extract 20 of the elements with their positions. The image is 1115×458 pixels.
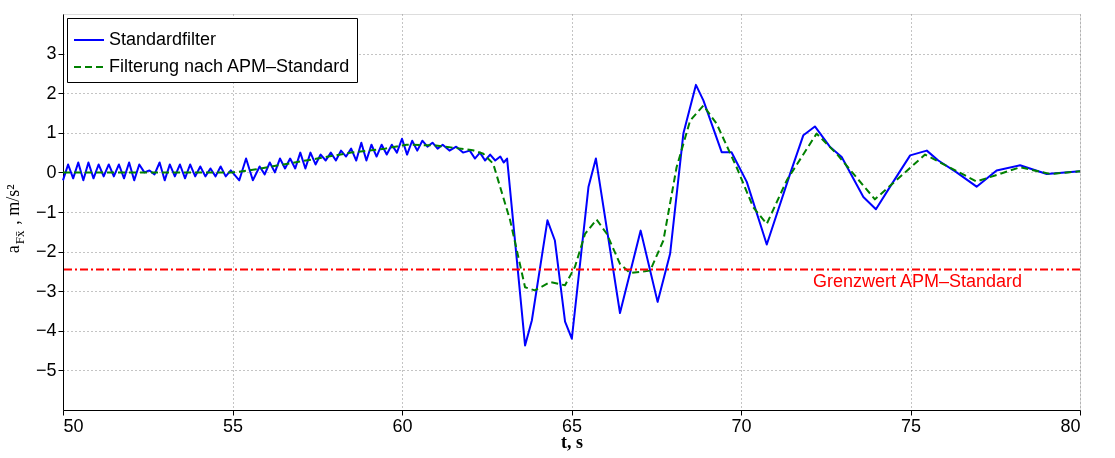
ref-line-label: Grenzwert APM–Standard: [812, 271, 1023, 292]
y-tick-label: 0: [46, 161, 57, 182]
y-tick-label: −2: [35, 241, 57, 262]
y-tick-label: 2: [46, 82, 57, 103]
y-tick-label: 1: [46, 122, 57, 143]
x-tick-label: 50: [63, 415, 84, 436]
y-tick-label: −5: [35, 359, 57, 380]
x-tick-label: 80: [1060, 415, 1081, 436]
y-tick-label: 3: [46, 43, 57, 64]
y-axis-title: aFx̄, m/s²: [3, 184, 27, 254]
y-tick-label: −4: [35, 320, 57, 341]
y-tick-label: −3: [35, 280, 57, 301]
x-tick-label: 70: [731, 415, 752, 436]
y-tick-label: −1: [35, 201, 57, 222]
line-series: [62, 104, 1081, 292]
legend-label: Filterung nach APM–Standard: [109, 56, 350, 76]
x-tick-label: 55: [222, 415, 244, 436]
x-tick-label: 75: [900, 415, 922, 436]
legend-label: Standardfilter: [109, 29, 217, 49]
x-tick-label: 60: [392, 415, 413, 436]
